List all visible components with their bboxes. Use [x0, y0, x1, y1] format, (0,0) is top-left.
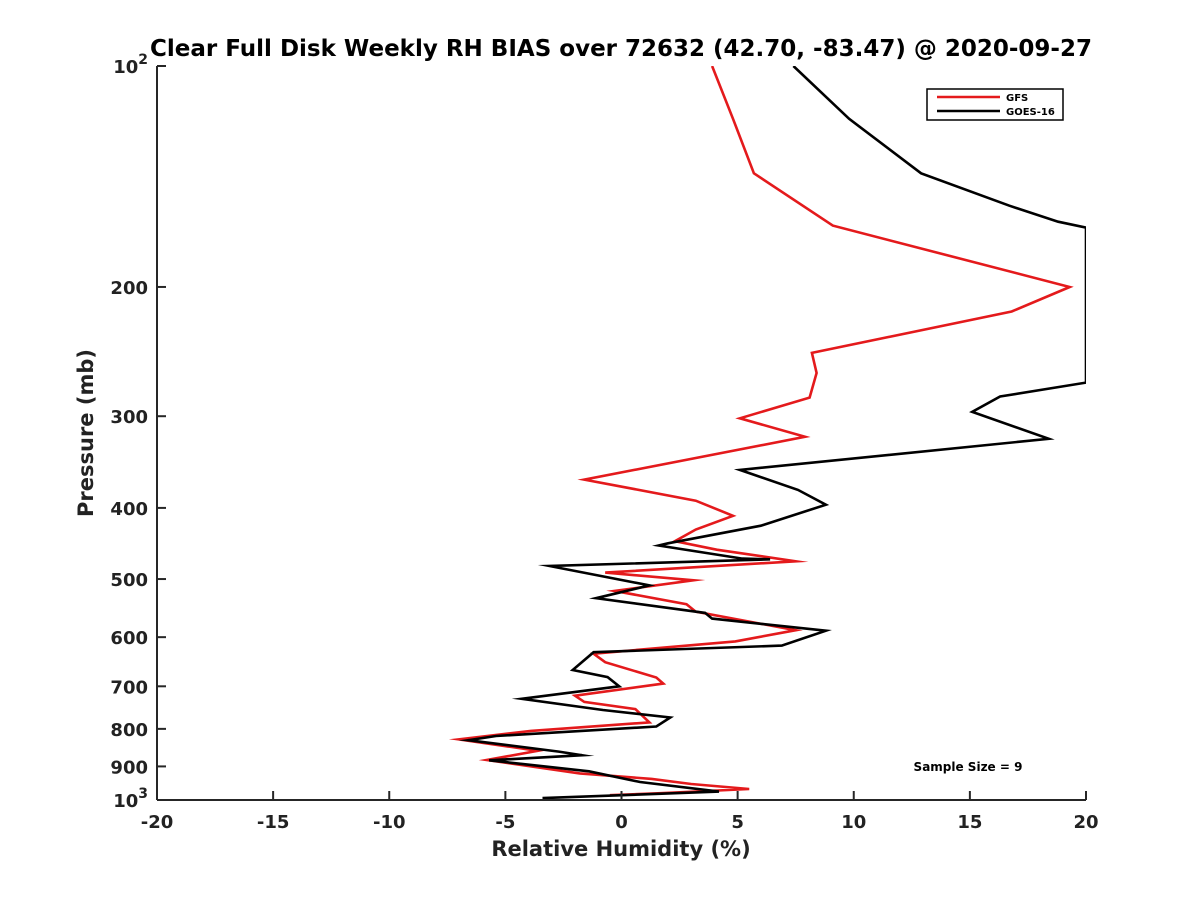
- sample-size-annotation: Sample Size = 9: [914, 760, 1023, 774]
- series-line-gfs: [448, 66, 1074, 797]
- legend: GFS GOES-16: [926, 88, 1064, 121]
- y-tick-label: 102: [113, 52, 148, 78]
- x-axis-label: Relative Humidity (%): [491, 837, 750, 861]
- y-tick-label: 103: [113, 786, 148, 812]
- y-tick-label: 300: [110, 407, 148, 428]
- y-tick-label: 900: [110, 757, 148, 778]
- series-line-goes-16: [458, 66, 1086, 800]
- y-tick-label: 600: [110, 628, 148, 649]
- x-tick-label: 15: [957, 812, 982, 833]
- y-axis-ticks: 102 200 300 400 500 600 700 800 900 103: [110, 52, 166, 812]
- x-axis-ticks: -20 -15 -10 -5 0 5 10 15 20: [141, 791, 1099, 833]
- legend-label-goes-16: GOES-16: [1006, 107, 1055, 118]
- legend-box: [926, 88, 1064, 121]
- x-tick-label: -15: [257, 812, 290, 833]
- y-tick-label: 400: [110, 499, 148, 520]
- x-tick-label: 5: [731, 812, 744, 833]
- y-tick-label: 500: [110, 570, 148, 591]
- y-tick-label: 800: [110, 720, 148, 741]
- plot-area: [156, 66, 1086, 801]
- series-group: [448, 66, 1086, 800]
- chart-title: Clear Full Disk Weekly RH BIAS over 7263…: [150, 36, 1092, 62]
- x-tick-label: -10: [373, 812, 406, 833]
- x-tick-label: 0: [615, 812, 628, 833]
- x-tick-label: -5: [495, 812, 515, 833]
- y-axis-label: Pressure (mb): [74, 349, 98, 517]
- x-tick-label: 20: [1073, 812, 1098, 833]
- x-tick-label: -20: [141, 812, 174, 833]
- y-tick-label: 700: [110, 677, 148, 698]
- y-tick-label: 200: [110, 278, 148, 299]
- legend-label-gfs: GFS: [1006, 93, 1028, 104]
- x-tick-label: 10: [841, 812, 866, 833]
